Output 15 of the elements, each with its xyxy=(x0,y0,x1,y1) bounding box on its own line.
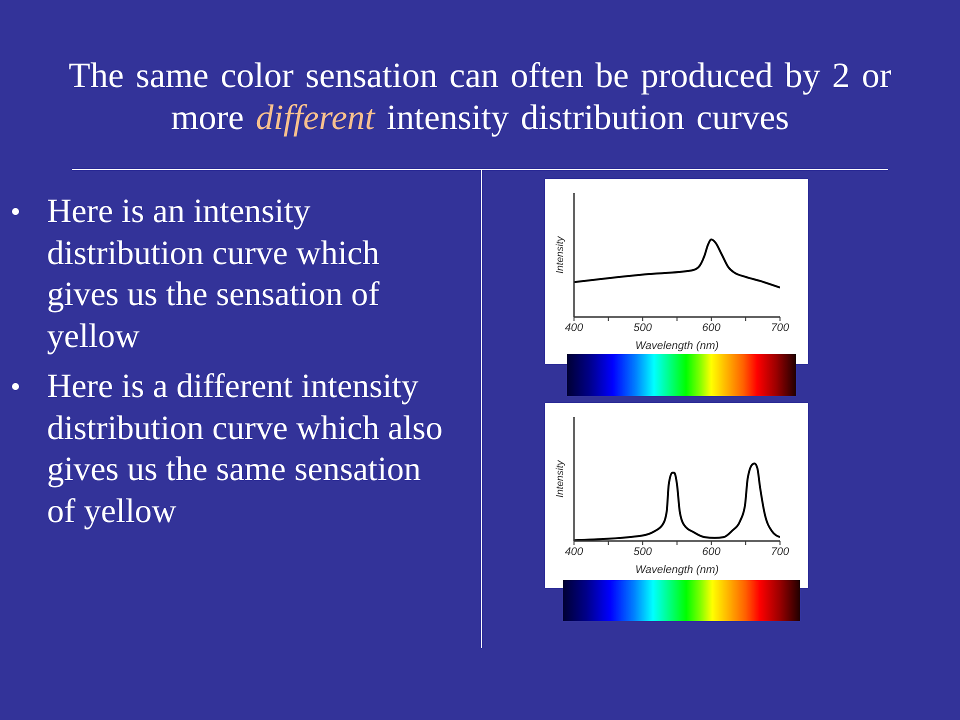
x-tick-label: 700 xyxy=(770,322,790,334)
y-axis-title: Intensity xyxy=(555,235,566,274)
x-tick-label: 500 xyxy=(633,322,653,334)
text: Here is a different intensity distribution curve which also gives us the same sensation of yellow xyxy=(47,368,443,530)
x-axis-title: Wavelength (nm) xyxy=(635,564,720,576)
x-tick-label: 400 xyxy=(564,546,584,558)
x-axis-title: Wavelength (nm) xyxy=(635,340,720,352)
chart-title: The same color sensation can often be produced by 2 or more different intensity distribution curves xyxy=(68,55,892,137)
y-axis-title: Intensity xyxy=(555,459,566,498)
x-tick-label: 600 xyxy=(702,322,722,334)
x-tick-label: 700 xyxy=(770,546,790,558)
x-tick-label: 600 xyxy=(702,546,722,558)
text: Here is an intensity distribution curve which gives us the sensation of yellow xyxy=(47,193,380,356)
x-tick-label: 500 xyxy=(633,546,653,558)
x-tick-label: 400 xyxy=(564,322,584,334)
